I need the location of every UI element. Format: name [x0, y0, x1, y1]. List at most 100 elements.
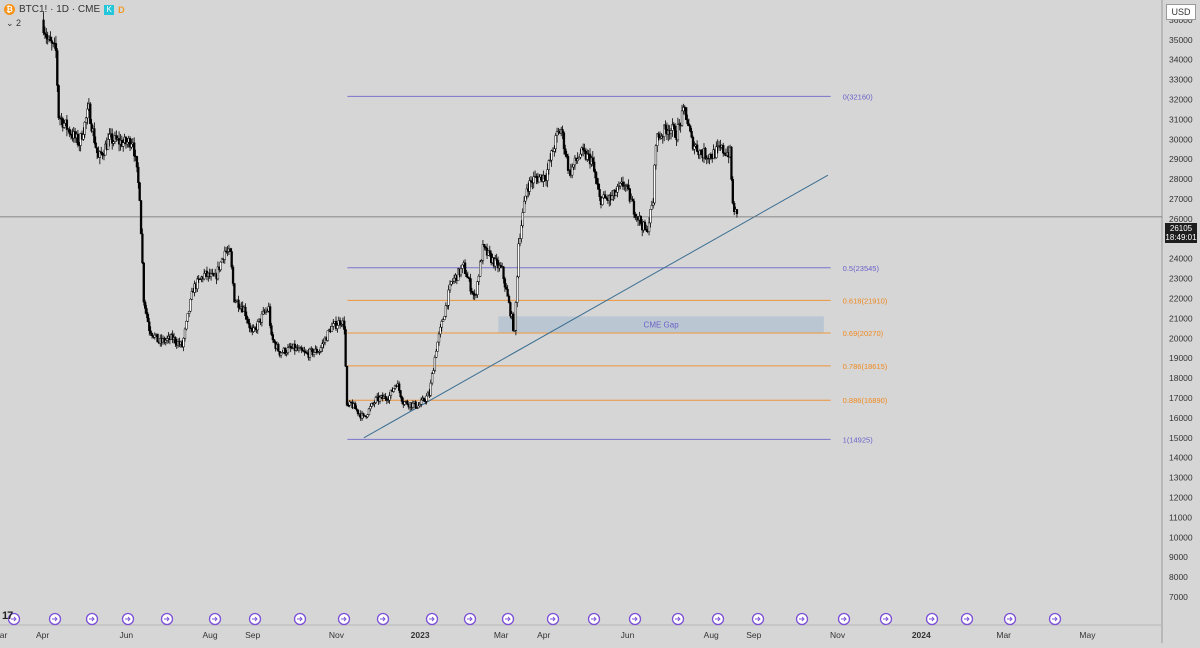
candle-body	[419, 399, 423, 405]
y-tick-label: 21000	[1169, 313, 1193, 323]
candle-body	[138, 182, 141, 201]
candle-body	[231, 266, 235, 284]
candle-body	[244, 306, 247, 317]
event-arrow-icon	[883, 616, 889, 622]
k-badge[interactable]: K	[104, 4, 115, 15]
candle-body	[499, 265, 502, 268]
candle-body	[150, 333, 154, 336]
currency-selector[interactable]: USD	[1166, 4, 1196, 20]
candle-body	[111, 133, 114, 144]
candle-body	[301, 350, 305, 352]
candle-body	[153, 334, 156, 338]
candle-body	[237, 299, 240, 308]
x-tick-label: Apr	[36, 630, 49, 640]
candle-body	[183, 328, 187, 339]
candle-body	[479, 261, 482, 277]
candle-body	[663, 124, 666, 137]
candle-body	[348, 401, 351, 406]
candle-body	[45, 34, 48, 38]
candle-body	[576, 158, 579, 161]
candle-body	[133, 142, 136, 157]
d-badge[interactable]: D	[118, 4, 125, 15]
candle-body	[582, 147, 585, 151]
symbol-legend[interactable]: ₿ BTC1! · 1D · CME K D	[4, 4, 125, 15]
candle-body	[476, 281, 479, 295]
candle-body	[669, 130, 673, 134]
candle-body	[474, 294, 478, 296]
event-arrow-icon	[89, 616, 95, 622]
candle-body	[399, 390, 402, 398]
x-tick-label: Apr	[537, 630, 550, 640]
fib-level-label: 0(32160)	[843, 92, 874, 101]
candle-body	[682, 106, 685, 112]
y-tick-label: 9000	[1169, 552, 1188, 562]
candle-body	[349, 401, 353, 404]
y-tick-label: 31000	[1169, 114, 1193, 124]
candle-body	[592, 161, 596, 172]
y-tick-label: 14000	[1169, 453, 1193, 463]
candle-body	[657, 133, 660, 138]
candle-body	[319, 347, 323, 352]
candle-body	[144, 301, 147, 309]
candle-body	[286, 347, 290, 354]
y-tick-label: 26000	[1169, 214, 1193, 224]
event-arrow-icon	[380, 616, 386, 622]
candle-body	[273, 339, 276, 343]
candle-body	[128, 138, 132, 148]
y-tick-label: 11000	[1169, 512, 1192, 522]
candle-body	[594, 171, 597, 179]
candle-body	[565, 154, 568, 157]
candle-body	[281, 352, 284, 354]
event-arrow-icon	[467, 616, 473, 622]
candle-body	[187, 310, 191, 314]
candle-body	[650, 205, 653, 210]
y-tick-label: 8000	[1169, 572, 1188, 582]
event-arrow-icon	[212, 616, 218, 622]
candle-body	[525, 188, 529, 197]
event-arrow-icon	[505, 616, 511, 622]
indicator-count[interactable]: ⌄ 2	[6, 18, 22, 28]
event-arrow-icon	[341, 616, 347, 622]
fib-level-label: 0.69(20270)	[843, 329, 884, 338]
candle-body	[674, 125, 677, 138]
candle-body	[233, 283, 236, 303]
event-arrow-icon	[297, 616, 303, 622]
candle-body	[639, 216, 642, 224]
event-arrow-icon	[550, 616, 556, 622]
candle-body	[293, 343, 296, 351]
candle-body	[398, 383, 401, 391]
event-arrow-icon	[964, 616, 970, 622]
candle-body	[672, 124, 675, 127]
candle-body	[477, 276, 480, 282]
candle-body	[186, 313, 189, 322]
candle-body	[164, 340, 167, 343]
candle-body	[656, 133, 659, 146]
candle-body	[256, 321, 259, 331]
candle-body	[336, 325, 339, 329]
candle-body	[437, 333, 441, 343]
candle-body	[452, 277, 456, 282]
candle-body	[709, 154, 713, 159]
candle-body	[538, 176, 541, 183]
candle-body	[182, 338, 185, 348]
candle-body	[135, 156, 139, 168]
x-tick-label: Nov	[329, 630, 345, 640]
candle-body	[270, 325, 273, 335]
candle-body	[79, 133, 82, 146]
candle-body	[149, 330, 152, 334]
candle-body	[285, 352, 288, 355]
candle-body	[425, 395, 428, 402]
y-tick-label: 24000	[1169, 254, 1193, 264]
candle-body	[553, 148, 556, 152]
candle-body	[229, 248, 232, 252]
candle-body	[603, 194, 607, 199]
candle-body	[495, 258, 498, 261]
candle-body	[198, 278, 202, 280]
candle-body	[550, 150, 553, 161]
candle-body	[447, 289, 450, 306]
candle-body	[577, 156, 581, 160]
tradingview-logo[interactable]: 17	[2, 610, 13, 622]
candle-body	[190, 291, 194, 300]
